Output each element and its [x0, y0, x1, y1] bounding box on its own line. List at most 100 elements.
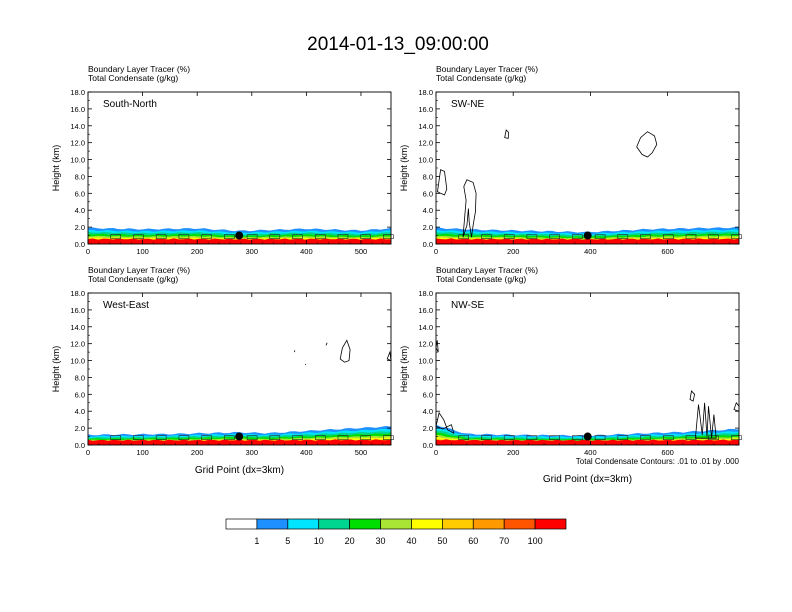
y-tick-label: 10.0: [418, 156, 433, 165]
legend-swatch: [318, 518, 350, 530]
colorbar-legend: 1 5 10 20 30 40 50 60 70 100: [225, 518, 567, 546]
condensate-contour: [337, 234, 349, 239]
legend-swatch: [503, 518, 536, 530]
condensate-contour: [269, 435, 281, 441]
x-tick-label: 200: [507, 448, 520, 457]
y-tick-label: 8.0: [75, 373, 85, 382]
y-tick-label: 16.0: [418, 306, 433, 315]
x-tick-label: 400: [584, 448, 597, 457]
plot-frame: [87, 292, 392, 446]
tracer-core: [436, 439, 739, 445]
y-tick-label: 18.0: [70, 289, 85, 298]
plot-frame: [435, 91, 740, 245]
x-tick-label: 0: [86, 448, 90, 457]
y-tick-label: 10.0: [70, 156, 85, 165]
x-tick-label: 0: [434, 247, 438, 256]
y-tick-label: 12.0: [418, 340, 433, 349]
panel-title-line: Total Condensate (g/kg): [436, 274, 526, 284]
y-tick-label: 12.0: [70, 340, 85, 349]
condensate-contour: [640, 435, 651, 441]
panel-label: South-North: [103, 99, 157, 110]
y-tick-label: 8.0: [75, 172, 85, 181]
contour-note: Total Condensate Contours: .01 to .01 by…: [576, 457, 740, 466]
panels: Boundary Layer Tracer (%)Total Condensat…: [51, 64, 742, 485]
y-tick-label: 12.0: [418, 139, 433, 148]
tracer-bands: [436, 424, 742, 445]
panel-label: NW-SE: [451, 300, 484, 311]
y-tick-label: 0.0: [423, 441, 433, 450]
condensate-contour: [155, 234, 167, 239]
condensate-contour: [731, 435, 742, 441]
x-tick-label: 200: [191, 448, 204, 457]
y-tick-label: 14.0: [70, 122, 85, 131]
y-tick-label: 16.0: [70, 105, 85, 114]
condensate-contour: [110, 435, 121, 441]
condensate-contour: [549, 435, 560, 441]
cloud-contour: [504, 129, 510, 139]
y-tick-label: 18.0: [70, 88, 85, 97]
condensate-contour: [178, 234, 190, 239]
condensate-contour: [549, 234, 560, 239]
panel-title-line: Total Condensate (g/kg): [436, 73, 526, 83]
condensate-contour: [685, 234, 697, 239]
condensate-contour: [246, 234, 258, 239]
x-tick-label: 600: [661, 247, 674, 256]
cloud-contour: [325, 342, 328, 346]
legend-swatch: [380, 518, 412, 530]
y-tick-label: 16.0: [418, 105, 433, 114]
tracer-core: [436, 238, 739, 244]
y-tick-label: 0.0: [423, 240, 433, 249]
y-tick-label: 16.0: [70, 306, 85, 315]
tracer-core: [88, 238, 391, 244]
condensate-contour: [383, 435, 394, 441]
condensate-contour: [526, 435, 538, 441]
y-tick-label: 2.0: [75, 424, 85, 433]
cloud-contour: [339, 339, 351, 363]
y-tick-label: 8.0: [423, 172, 433, 181]
panel-nw-se: Boundary Layer Tracer (%)Total Condensat…: [399, 265, 742, 485]
y-tick-label: 6.0: [423, 189, 433, 198]
legend-swatch: [472, 518, 505, 530]
condensate-contour: [224, 435, 235, 441]
location-marker: [583, 432, 592, 441]
x-tick-label: 200: [191, 247, 204, 256]
figure-title: 2014-01-13_09:00:00: [307, 34, 489, 55]
legend-tick-label: 70: [499, 536, 509, 546]
x-tick-label: 100: [136, 247, 149, 256]
x-tick-label: 400: [300, 448, 313, 457]
x-axis-label: Grid Point (dx=3km): [543, 474, 632, 485]
condensate-contour: [360, 234, 372, 239]
condensate-contour: [685, 435, 697, 441]
y-axis-label: Height (km): [399, 145, 409, 192]
y-tick-label: 18.0: [418, 88, 433, 97]
legend-tick-label: 30: [376, 536, 386, 546]
location-marker: [583, 231, 592, 240]
cloud-contour: [689, 390, 696, 402]
condensate-contour: [640, 234, 651, 239]
cloud-contour: [304, 363, 307, 365]
y-tick-label: 6.0: [423, 390, 433, 399]
panel-title-line: Total Condensate (g/kg): [88, 274, 178, 284]
condensate-contour: [731, 234, 742, 239]
legend-swatch: [225, 518, 258, 530]
y-tick-label: 14.0: [418, 122, 433, 131]
y-tick-label: 12.0: [70, 139, 85, 148]
y-tick-label: 4.0: [75, 407, 85, 416]
condensate-contour: [292, 234, 303, 239]
y-tick-label: 18.0: [418, 289, 433, 298]
condensate-contour: [662, 435, 674, 441]
legend-tick-label: 50: [437, 536, 447, 546]
x-tick-label: 400: [300, 247, 313, 256]
cloud-contour: [435, 411, 455, 435]
cloud-contour: [386, 350, 392, 362]
condensate-contour: [292, 435, 303, 441]
condensate-contour: [314, 234, 326, 239]
y-tick-label: 2.0: [423, 223, 433, 232]
condensate-contour: [503, 234, 515, 239]
y-tick-label: 4.0: [75, 206, 85, 215]
condensate-contour: [481, 234, 492, 239]
legend-tick-label: 40: [406, 536, 416, 546]
condensate-contour: [110, 234, 121, 239]
panel-south-north: Boundary Layer Tracer (%)Total Condensat…: [51, 64, 394, 256]
